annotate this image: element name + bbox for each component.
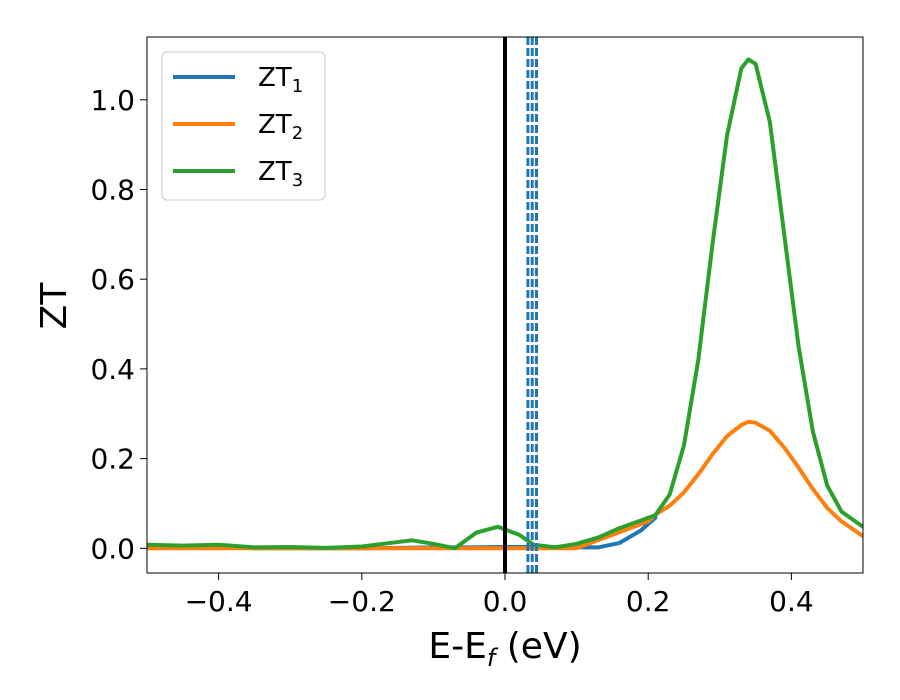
- y-tick-label: 0.6: [90, 263, 135, 296]
- x-tick-label: 0.0: [483, 585, 528, 618]
- series-line-zt2: [147, 419, 863, 551]
- legend-label-zt3: ZT3: [258, 157, 303, 191]
- x-axis-label: E-Ef (eV): [428, 626, 581, 672]
- plot-area: [146, 36, 864, 574]
- x-tick-label: −0.2: [328, 585, 396, 618]
- legend: ZT1 ZT2 ZT3: [161, 51, 326, 201]
- x-tick-label: 0.4: [769, 585, 814, 618]
- y-tick-label: 0.0: [90, 532, 135, 565]
- x-tick-label: 0.2: [626, 585, 671, 618]
- y-tick-label: 0.8: [90, 174, 135, 207]
- y-axis: 0.0 0.2 0.4 0.6 0.8 1.0: [90, 84, 147, 565]
- legend-label-zt2: ZT2: [258, 110, 303, 144]
- legend-box: [161, 51, 326, 201]
- x-axis: −0.4 −0.2 0.0 0.2 0.4: [185, 573, 814, 618]
- x-tick-label: −0.4: [185, 585, 253, 618]
- y-tick-label: 1.0: [90, 84, 135, 117]
- legend-label-zt1: ZT1: [258, 63, 303, 97]
- y-axis-label: ZT: [34, 282, 75, 330]
- y-tick-label: 0.4: [90, 353, 135, 386]
- y-tick-label: 0.2: [90, 443, 135, 476]
- series-line-zt3: [147, 57, 863, 551]
